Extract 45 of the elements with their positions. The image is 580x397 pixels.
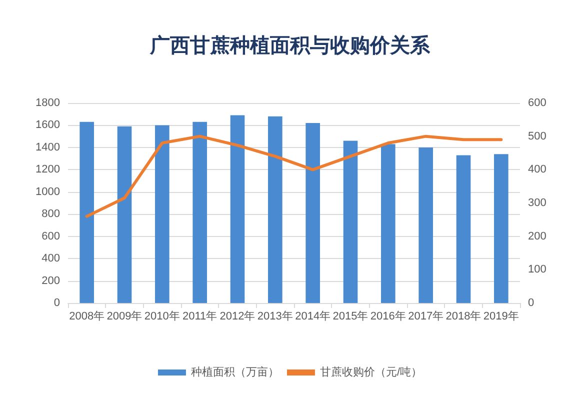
bar (80, 122, 94, 303)
legend-label: 甘蔗收购价（元/吨） (320, 366, 422, 378)
bar (418, 147, 433, 303)
x-tick-label: 2009年 (106, 310, 142, 322)
bar (343, 140, 358, 303)
y-tick-label: 400 (42, 252, 60, 265)
y-tick-label: 1400 (36, 141, 60, 154)
y-tick-label: 800 (42, 208, 60, 220)
y2-tick-label: 500 (528, 130, 546, 142)
bar (155, 125, 170, 303)
y-tick-label: 200 (42, 274, 60, 287)
bar (494, 154, 508, 303)
bar (456, 155, 471, 303)
bar (268, 116, 282, 303)
bar (117, 126, 132, 303)
y-tick-label: 1800 (36, 97, 60, 109)
x-tick-label: 2013年 (257, 310, 293, 322)
x-tick-label: 2015年 (332, 310, 368, 322)
line-series (85, 134, 503, 218)
legend-label: 种植面积（万亩） (190, 366, 279, 378)
y2-tick-label: 100 (528, 264, 546, 276)
x-tick-label: 2019年 (483, 310, 519, 322)
y2-tick-label: 300 (528, 197, 546, 209)
bar (306, 123, 320, 303)
y-tick-label: 1200 (36, 164, 60, 176)
y-tick-label: 1000 (36, 186, 60, 198)
y2-tick-label: 0 (528, 297, 534, 309)
bar (192, 122, 207, 303)
y-tick-label: 600 (42, 230, 60, 242)
x-tick-label: 2018年 (446, 310, 482, 322)
chart-title: 广西甘蔗种植面积与收购价关系 (149, 33, 431, 57)
y2-tick-label: 200 (528, 230, 546, 242)
x-tick-label: 2017年 (408, 310, 444, 322)
y2-tick-label: 400 (528, 164, 546, 176)
y-tick-label: 0 (54, 297, 60, 309)
y-tick-label: 1600 (36, 119, 60, 132)
x-tick-label: 2012年 (220, 310, 256, 322)
x-tick-label: 2016年 (370, 310, 406, 322)
bar (230, 115, 245, 303)
x-tick-label: 2008年 (69, 310, 105, 322)
x-tick-label: 2010年 (144, 310, 180, 322)
x-tick-label: 2011年 (182, 310, 218, 322)
x-tick-label: 2014年 (295, 310, 331, 322)
y2-tick-label: 600 (528, 97, 546, 109)
bar (381, 144, 396, 303)
